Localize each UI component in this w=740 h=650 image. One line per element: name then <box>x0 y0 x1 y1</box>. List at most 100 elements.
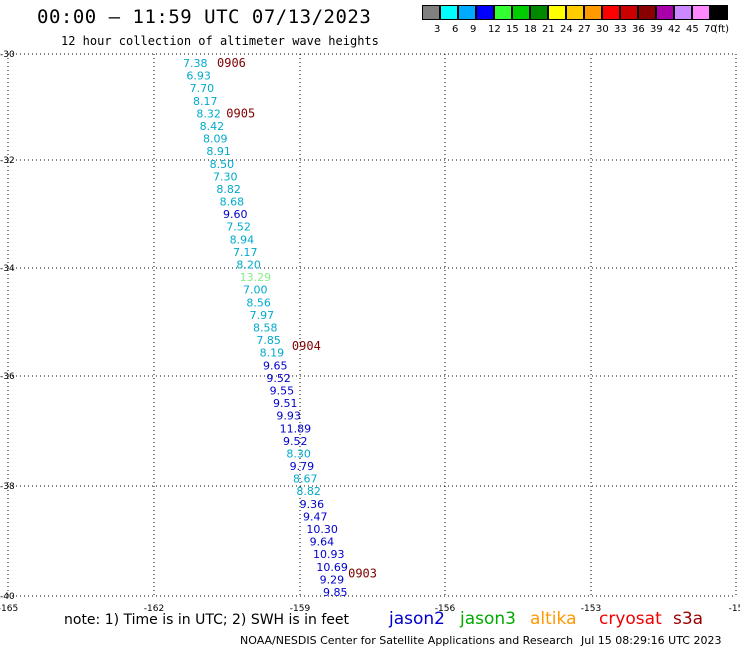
wave-height-value: 7.70 <box>190 82 215 95</box>
footer-timestamp: Jul 15 08:29:16 UTC 2023 <box>581 634 722 647</box>
wave-height-value: 9.52 <box>266 372 291 385</box>
wave-height-value: 9.60 <box>223 208 248 221</box>
wave-height-value: 8.30 <box>286 447 311 460</box>
satellite-legend-jason3: jason3 <box>460 609 516 629</box>
wave-height-value: 13.29 <box>240 271 272 284</box>
scale-swatch <box>548 5 566 20</box>
scale-swatch <box>566 5 584 20</box>
scale-label: 12 <box>488 24 501 35</box>
wave-height-value: 10.69 <box>316 561 348 574</box>
scale-swatch <box>422 5 440 20</box>
wave-height-value: 11.89 <box>280 422 312 435</box>
wave-height-value: 8.19 <box>260 347 285 360</box>
scale-label: 21 <box>542 24 555 35</box>
wave-height-value: 8.32 <box>196 107 221 120</box>
wave-height-value: 9.55 <box>270 384 295 397</box>
lon-tick-label: -159 <box>290 604 311 614</box>
scale-label: 70 <box>704 24 717 35</box>
scale-swatch <box>476 5 494 20</box>
scale-swatch <box>512 5 530 20</box>
wave-height-value: 7.17 <box>233 246 258 259</box>
lat-tick-label: -36 <box>0 372 15 382</box>
wave-height-value: 9.52 <box>283 435 308 448</box>
wave-height-value: 9.47 <box>303 510 328 523</box>
scale-swatch <box>440 5 458 20</box>
scale-label: 3 <box>434 24 441 35</box>
wave-height-value: 8.68 <box>220 196 245 209</box>
scale-swatch <box>584 5 602 20</box>
wave-height-value: 8.82 <box>216 183 241 196</box>
scale-label: 18 <box>524 24 537 35</box>
pass-time-label: 0906 <box>217 56 246 70</box>
wave-height-value: 9.29 <box>320 573 345 586</box>
wave-height-value: 9.93 <box>276 410 301 423</box>
wave-height-value: 9.85 <box>323 586 348 599</box>
scale-label: 36 <box>632 24 645 35</box>
wave-height-value: 8.17 <box>193 95 218 108</box>
scale-swatch <box>710 5 728 20</box>
wave-height-value: 9.79 <box>290 460 315 473</box>
scale-label: 42 <box>668 24 681 35</box>
wave-height-value: 8.67 <box>293 473 318 486</box>
scale-swatch <box>638 5 656 20</box>
scale-label: 6 <box>452 24 459 35</box>
satellite-legend-s3a: s3a <box>673 609 704 629</box>
scale-label: 39 <box>650 24 663 35</box>
wave-height-value: 8.50 <box>210 158 235 171</box>
scale-swatch <box>692 5 710 20</box>
wave-height-value: 8.56 <box>246 296 270 309</box>
wave-height-value: 8.91 <box>206 145 231 158</box>
pass-time-label: 0904 <box>292 339 321 353</box>
lat-tick-label: -34 <box>0 264 15 274</box>
map-subtitle: 12 hour collection of altimeter wave hei… <box>61 34 379 48</box>
scale-label: 24 <box>560 24 573 35</box>
lat-tick-label: -38 <box>0 482 15 492</box>
scale-swatch <box>494 5 512 20</box>
scale-swatch <box>674 5 692 20</box>
scale-label: 15 <box>506 24 519 35</box>
satellite-legend-jason2: jason2 <box>389 609 445 629</box>
lon-tick-label: -162 <box>144 604 164 614</box>
scale-label: 27 <box>578 24 591 35</box>
wave-height-value: 7.38 <box>183 57 208 70</box>
scale-swatch <box>620 5 638 20</box>
scale-swatch <box>602 5 620 20</box>
wave-height-value: 7.97 <box>250 309 275 322</box>
pass-time-label: 0905 <box>226 106 255 120</box>
lon-tick-label: -15 <box>729 604 740 614</box>
lat-tick-label: -30 <box>0 50 15 60</box>
lat-tick-label: -32 <box>0 156 15 166</box>
satellite-legend-altika: altika <box>530 609 577 629</box>
wave-height-value: 6.93 <box>186 70 211 83</box>
wave-height-value: 7.52 <box>226 221 251 234</box>
pass-time-label: 0903 <box>348 566 377 580</box>
scale-swatch <box>656 5 674 20</box>
lon-tick-label: -153 <box>581 604 601 614</box>
scale-unit: (ft) <box>714 24 730 35</box>
wave-height-value: 8.20 <box>236 259 260 272</box>
wave-height-value: 9.64 <box>310 536 335 549</box>
legend-note: note: 1) Time is in UTC; 2) SWH is in fe… <box>64 612 350 628</box>
footer-credit: NOAA/NESDIS Center for Satellite Applica… <box>240 634 574 647</box>
lon-tick-label: -156 <box>435 604 456 614</box>
wave-height-value: 7.00 <box>243 284 268 297</box>
wave-height-value: 8.82 <box>296 485 321 498</box>
map-title: 00:00 – 11:59 UTC 07/13/2023 <box>37 6 372 28</box>
scale-label: 33 <box>614 24 627 35</box>
wave-height-value: 7.85 <box>256 334 281 347</box>
wave-height-value: 7.30 <box>213 170 238 183</box>
lon-tick-label: -165 <box>0 604 18 614</box>
scale-swatch <box>458 5 476 20</box>
wave-height-value: 8.42 <box>200 120 225 133</box>
lat-tick-label: -40 <box>0 592 15 602</box>
wave-height-value: 8.94 <box>230 233 255 246</box>
scale-label: 45 <box>686 24 699 35</box>
wave-height-value: 8.58 <box>253 322 278 335</box>
wave-height-value: 10.30 <box>306 523 338 536</box>
scale-swatch <box>530 5 548 20</box>
wave-height-value: 9.65 <box>263 359 288 372</box>
satellite-legend-cryosat: cryosat <box>599 609 662 629</box>
scale-label: 9 <box>470 24 477 35</box>
wave-height-value: 9.51 <box>273 397 298 410</box>
